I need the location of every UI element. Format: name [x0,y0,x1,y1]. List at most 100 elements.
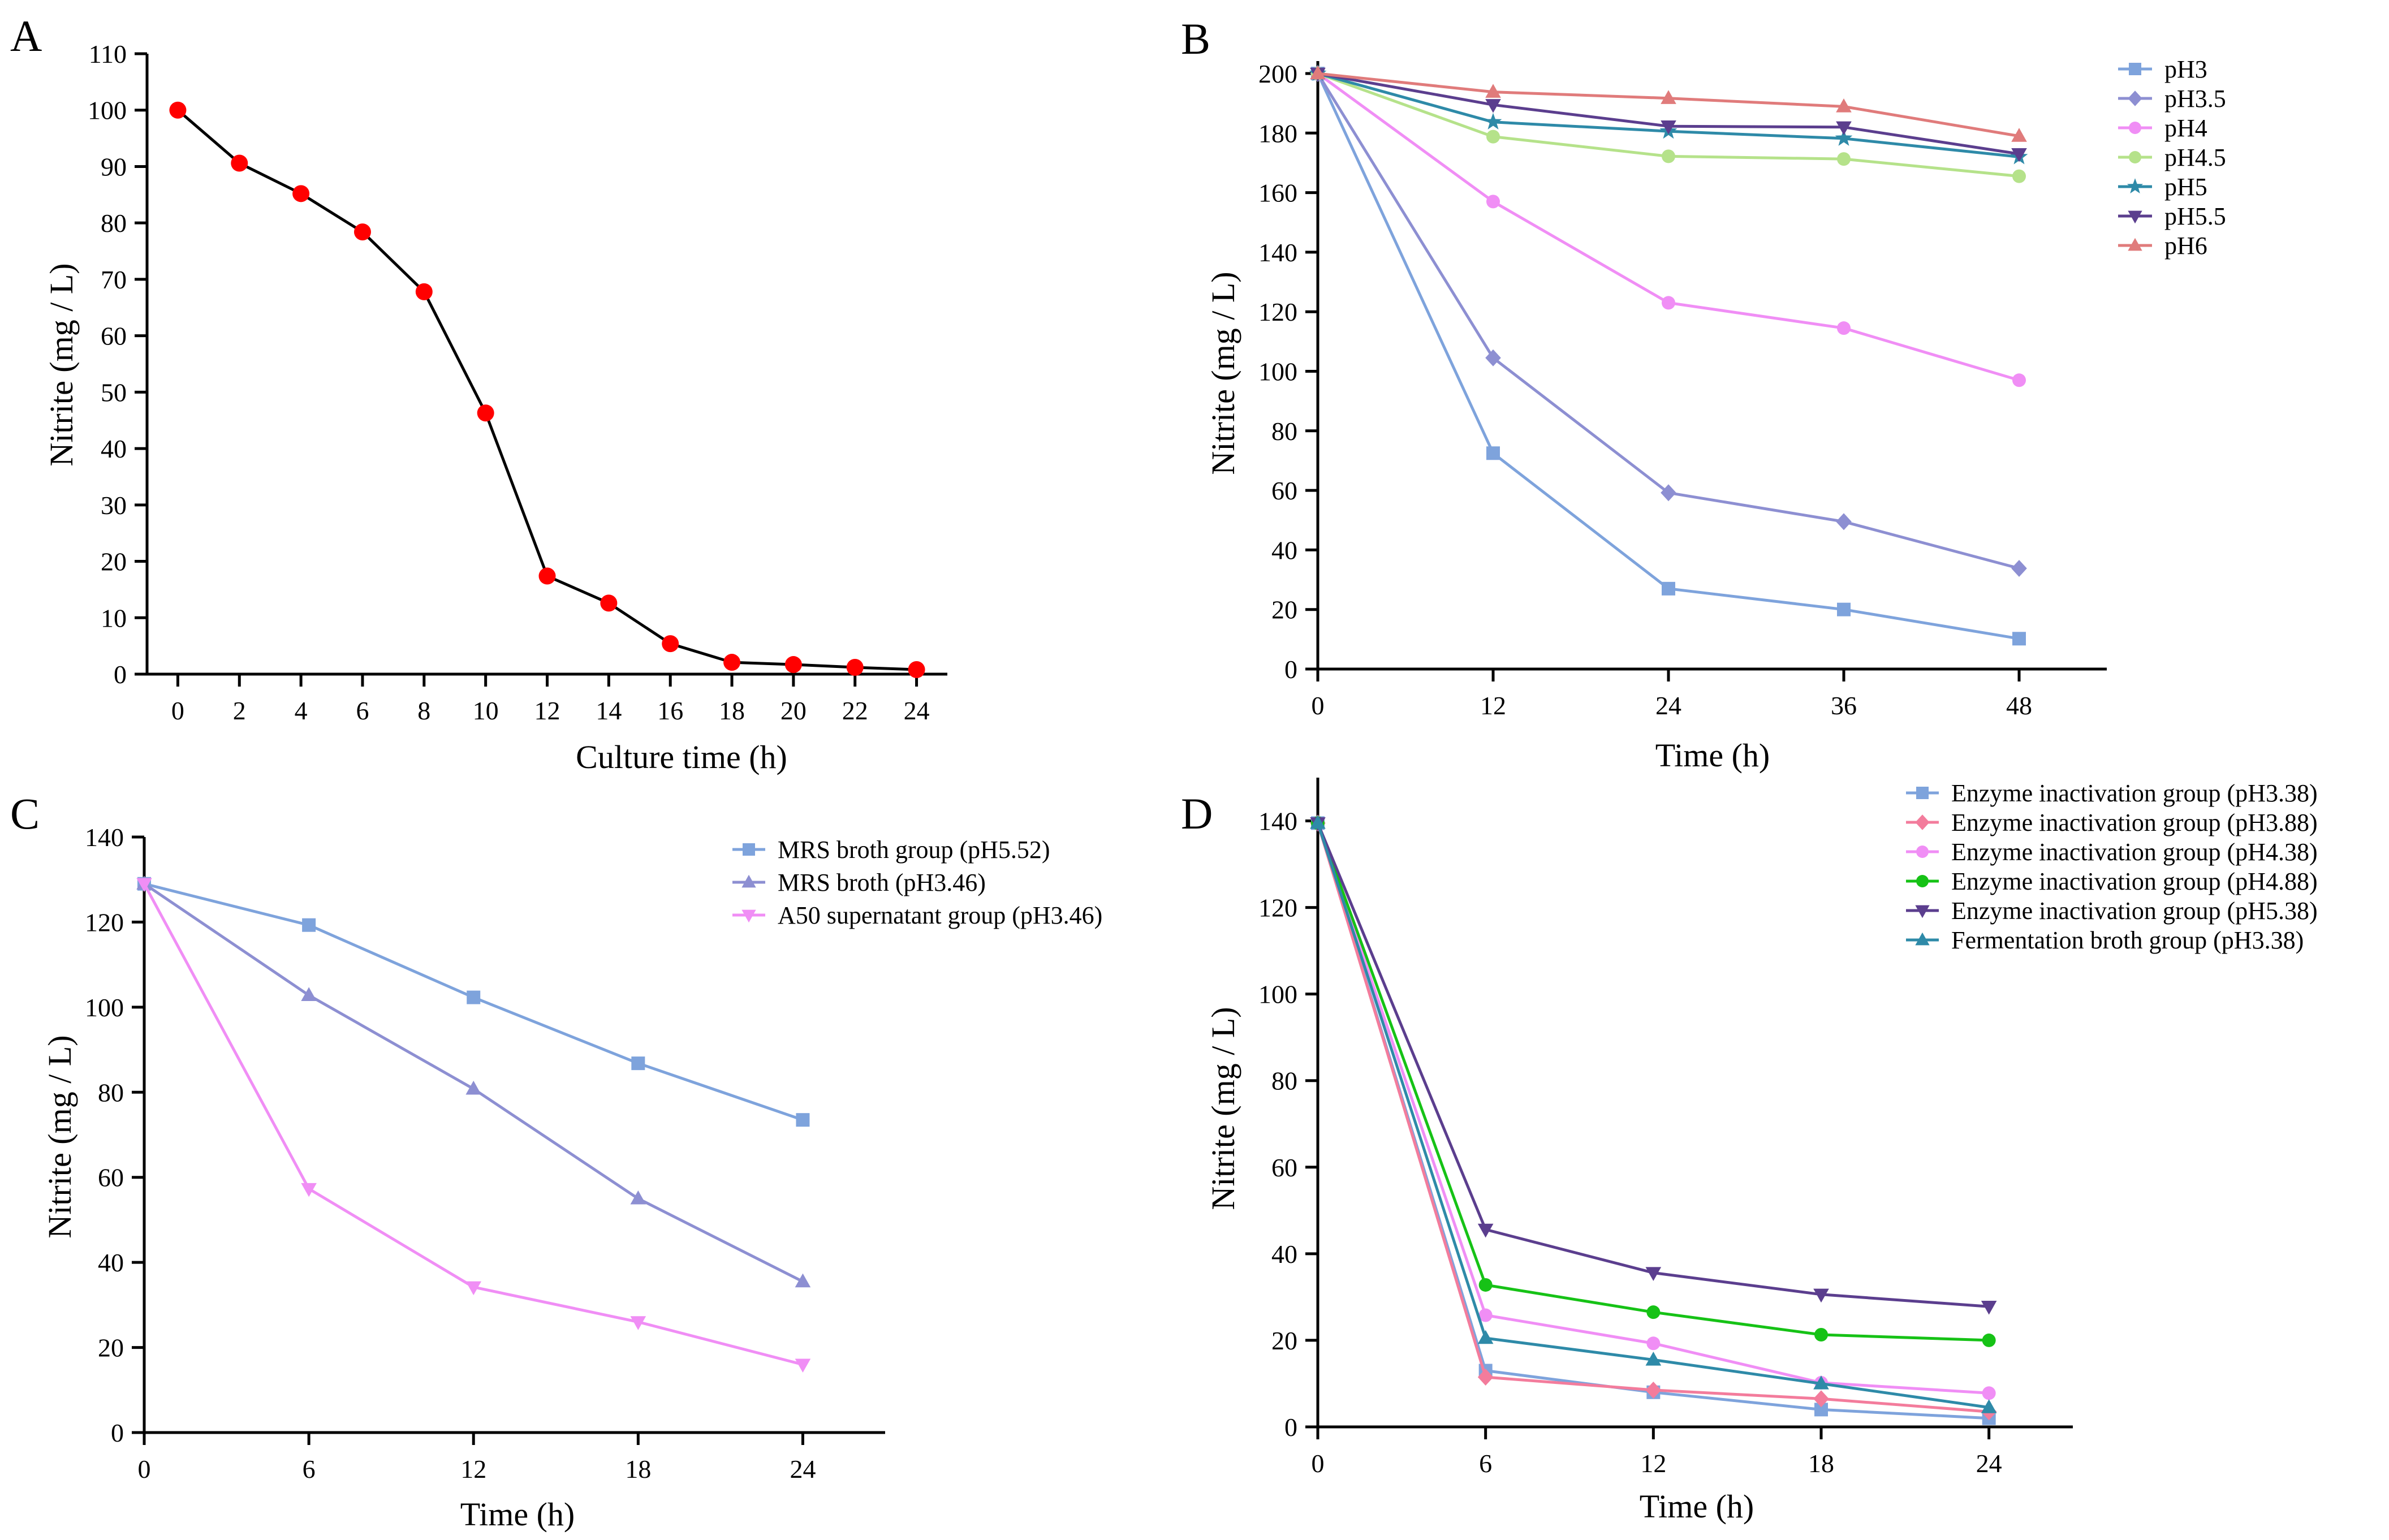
x-tick-label: 12 [1640,1449,1666,1478]
data-point [1981,1301,1997,1315]
panel-letter: A [10,11,42,61]
y-tick-label: 100 [88,96,127,125]
x-tick-label: 24 [904,696,930,725]
x-tick-label: 8 [417,696,430,725]
y-tick-label: 40 [1271,536,1297,564]
y-tick-label: 60 [98,1163,124,1192]
x-tick-label: 24 [790,1455,816,1483]
y-tick-label: 140 [1258,807,1297,836]
legend-label: pH5.5 [2164,202,2226,230]
y-tick-label: 120 [1258,297,1297,326]
series-7 [1310,65,2027,142]
data-point [1486,130,1500,144]
panel-letter: D [1181,789,1213,838]
data-point [1662,581,1675,596]
legend-marker [2129,122,2141,134]
y-tick-label: 0 [111,1418,124,1447]
y-tick-label: 60 [101,322,127,351]
y-axis-title: Nitrite (mg / L) [1205,1007,1241,1210]
x-tick-label: 18 [625,1455,651,1483]
data-point [1661,90,1676,104]
data-point [1662,149,1675,163]
data-point [467,990,481,1004]
x-axis-title: Time (h) [460,1496,575,1533]
x-tick-label: 10 [473,696,499,725]
y-tick-label: 50 [101,378,127,407]
data-point [1646,1305,1661,1319]
data-point [1478,1308,1493,1322]
x-tick-label: 22 [842,696,868,725]
y-tick-label: 10 [101,603,127,632]
legend-label: pH4.5 [2164,144,2226,171]
legend-marker [743,843,755,856]
y-tick-label: 20 [1271,596,1297,624]
legend-label: Enzyme inactivation group (pH3.88) [1951,809,2318,836]
data-point [1661,484,1676,502]
data-point [795,1273,811,1288]
legend: MRS broth group (pH5.52) MRS broth (pH3.4… [732,836,1102,929]
data-point [1310,65,1326,80]
legend-marker [1915,932,1930,946]
legend-marker [2128,238,2142,251]
data-point [795,1358,811,1373]
x-tick-label: 6 [356,696,369,725]
series-6 [1310,814,1997,1413]
y-tick-label: 160 [1258,179,1297,208]
x-tick-label: 0 [1312,691,1325,720]
x-tick-label: 12 [534,696,560,725]
y-tick-label: 30 [101,491,127,520]
x-tick-label: 12 [1480,691,1506,720]
data-point [662,635,679,653]
series-2 [1310,65,2027,577]
data-point [2011,560,2027,577]
data-point [630,1316,646,1330]
legend-marker [2128,210,2142,224]
data-point [1661,120,1676,135]
x-tick-label: 0 [1312,1449,1325,1478]
legend-label: Enzyme inactivation group (pH5.38) [1951,897,2318,925]
series-line [1316,822,1989,1342]
x-tick-label: 18 [1808,1449,1834,1478]
y-tick-label: 180 [1258,119,1297,148]
legend-label: pH6 [2164,232,2207,260]
data-point [1645,1381,1662,1399]
y-tick-label: 80 [101,209,127,238]
data-point [1813,1288,1829,1303]
y-tick-label: 80 [1271,1067,1297,1095]
data-point [353,223,371,241]
x-tick-label: 24 [1976,1449,2002,1478]
y-tick-label: 90 [101,152,127,181]
data-point [1485,84,1501,98]
x-tick-label: 12 [460,1455,486,1483]
data-point [2012,632,2026,646]
legend-label: MRS broth group (pH5.52) [778,836,1050,864]
data-point [1477,1330,1494,1344]
x-tick-label: 4 [295,696,308,725]
legend-marker [1915,814,1930,830]
data-point [2011,148,2027,162]
legend-marker [1915,905,1930,918]
y-tick-label: 120 [1258,894,1297,922]
data-point [1982,1333,1996,1347]
data-point [301,987,317,1001]
x-axis-title: Culture time (h) [576,739,787,775]
y-tick-label: 40 [1271,1240,1297,1269]
series-1 [169,101,925,679]
y-tick-label: 80 [1271,417,1297,446]
series-5 [1309,64,2028,165]
legend-label: Fermentation broth group (pH3.38) [1951,926,2304,954]
panel-b: B Time (h) Nitrite (mg / L) 0 12 24 36 48 0 20… [1181,14,2226,774]
data-point [796,1113,810,1127]
data-point [630,1190,646,1205]
data-point [1486,446,1500,460]
data-point [465,1281,482,1296]
data-point [2012,373,2026,387]
data-point [1982,1386,1996,1400]
data-point [292,185,310,202]
y-tick-label: 200 [1258,59,1297,88]
legend-marker [2128,90,2142,106]
y-tick-label: 100 [1258,980,1297,1009]
data-point [1836,513,1852,530]
panel-c: C Time (h) Nitrite (mg / L) 0 6 12 18 24 0 20 4… [10,789,1102,1533]
